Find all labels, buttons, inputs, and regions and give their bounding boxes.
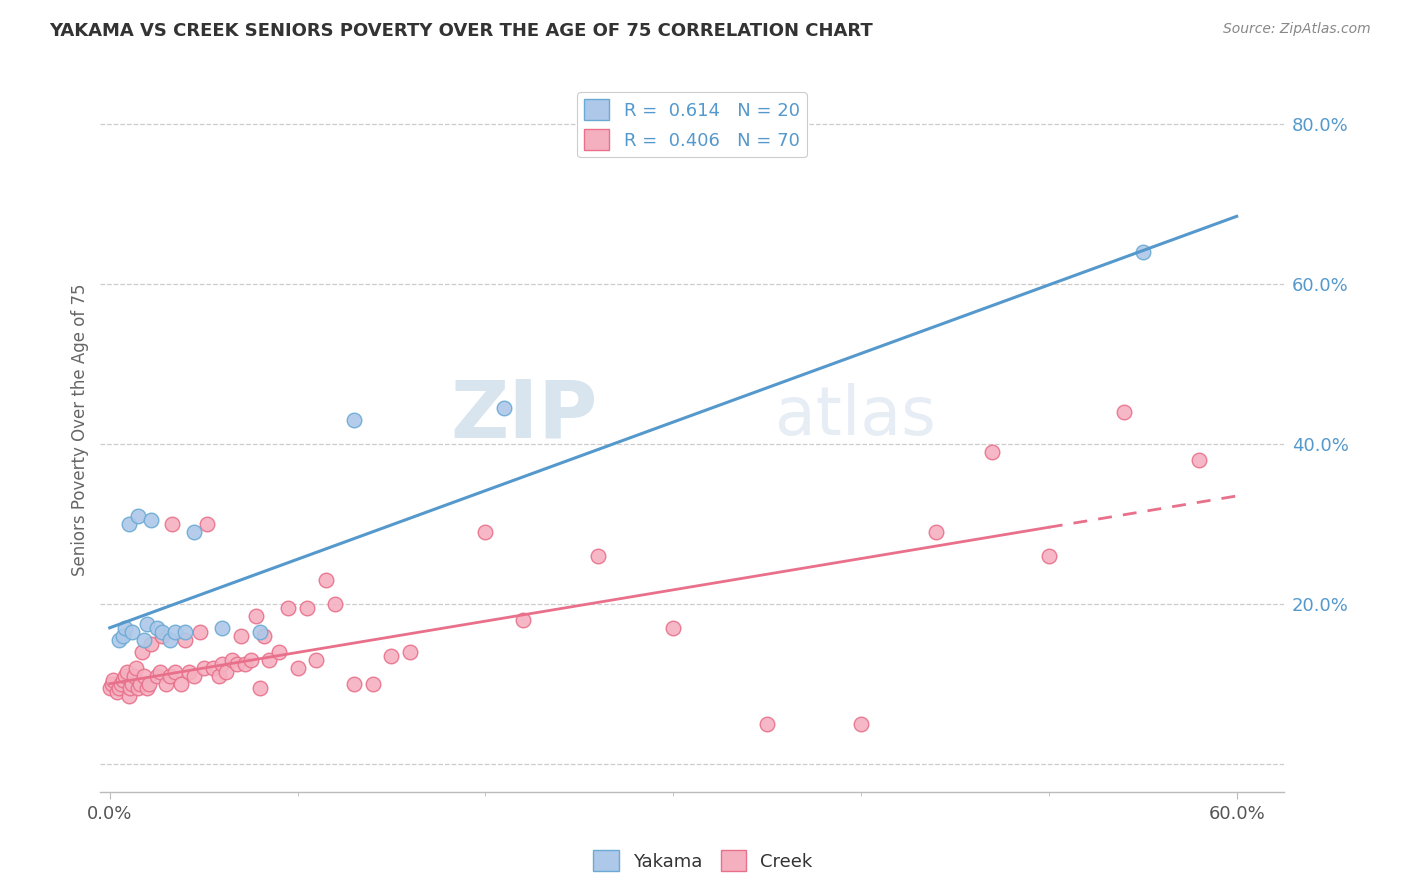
- Point: [136, 681, 159, 695]
- Point: [159, 632, 181, 647]
- Point: [226, 657, 249, 671]
- Point: [114, 669, 136, 683]
- Text: atlas: atlas: [775, 383, 935, 449]
- Point: [586, 549, 609, 563]
- Point: [159, 669, 181, 683]
- Point: [127, 681, 149, 695]
- Point: [122, 669, 145, 683]
- Point: [399, 645, 422, 659]
- Point: [117, 516, 139, 531]
- Point: [149, 665, 172, 679]
- Point: [121, 624, 143, 639]
- Point: [211, 657, 233, 671]
- Point: [121, 677, 143, 691]
- Point: [287, 661, 309, 675]
- Point: [132, 669, 155, 683]
- Point: [221, 653, 243, 667]
- Point: [343, 413, 366, 427]
- Point: [188, 624, 211, 639]
- Point: [128, 677, 150, 691]
- Point: [380, 648, 402, 663]
- Point: [103, 673, 125, 687]
- Point: [1132, 245, 1154, 260]
- Point: [173, 632, 195, 647]
- Point: [253, 629, 276, 643]
- Point: [173, 624, 195, 639]
- Point: [183, 669, 205, 683]
- Text: Source: ZipAtlas.com: Source: ZipAtlas.com: [1223, 22, 1371, 37]
- Point: [183, 524, 205, 539]
- Point: [231, 629, 253, 643]
- Point: [150, 629, 173, 643]
- Point: [1112, 405, 1135, 419]
- Point: [160, 516, 183, 531]
- Point: [111, 673, 134, 687]
- Point: [494, 401, 516, 415]
- Point: [193, 661, 215, 675]
- Point: [100, 677, 122, 691]
- Point: [259, 653, 281, 667]
- Point: [139, 637, 162, 651]
- Point: [249, 624, 271, 639]
- Legend: R =  0.614   N = 20, R =  0.406   N = 70: R = 0.614 N = 20, R = 0.406 N = 70: [576, 92, 807, 157]
- Point: [267, 645, 290, 659]
- Y-axis label: Seniors Poverty Over the Age of 75: Seniors Poverty Over the Age of 75: [72, 284, 89, 576]
- Point: [115, 665, 138, 679]
- Point: [295, 600, 318, 615]
- Point: [474, 524, 496, 539]
- Point: [756, 716, 779, 731]
- Point: [114, 621, 136, 635]
- Point: [215, 665, 238, 679]
- Point: [120, 681, 142, 695]
- Point: [150, 624, 173, 639]
- Point: [249, 681, 271, 695]
- Point: [108, 632, 131, 647]
- Point: [145, 669, 167, 683]
- Point: [139, 513, 162, 527]
- Point: [108, 681, 131, 695]
- Text: YAKAMA VS CREEK SENIORS POVERTY OVER THE AGE OF 75 CORRELATION CHART: YAKAMA VS CREEK SENIORS POVERTY OVER THE…: [49, 22, 873, 40]
- Point: [305, 653, 328, 667]
- Point: [323, 597, 346, 611]
- Point: [145, 621, 167, 635]
- Point: [245, 608, 267, 623]
- Point: [315, 573, 337, 587]
- Point: [165, 624, 187, 639]
- Point: [239, 653, 262, 667]
- Legend: Yakama, Creek: Yakama, Creek: [586, 843, 820, 879]
- Point: [233, 657, 256, 671]
- Point: [131, 645, 153, 659]
- Point: [208, 669, 231, 683]
- Point: [662, 621, 685, 635]
- Point: [132, 632, 155, 647]
- Point: [98, 681, 121, 695]
- Point: [105, 684, 128, 698]
- Point: [127, 508, 149, 523]
- Point: [155, 677, 177, 691]
- Point: [981, 445, 1004, 459]
- Point: [1188, 453, 1211, 467]
- Point: [512, 613, 534, 627]
- Point: [277, 600, 299, 615]
- Point: [343, 677, 366, 691]
- Point: [136, 616, 159, 631]
- Point: [138, 677, 160, 691]
- Point: [170, 677, 193, 691]
- Point: [849, 716, 872, 731]
- Point: [202, 661, 225, 675]
- Point: [110, 677, 132, 691]
- Point: [165, 665, 187, 679]
- Text: ZIP: ZIP: [450, 376, 598, 455]
- Point: [361, 677, 384, 691]
- Point: [1038, 549, 1060, 563]
- Point: [925, 524, 948, 539]
- Point: [125, 661, 148, 675]
- Point: [111, 629, 134, 643]
- Point: [117, 689, 139, 703]
- Point: [211, 621, 233, 635]
- Point: [177, 665, 200, 679]
- Point: [197, 516, 219, 531]
